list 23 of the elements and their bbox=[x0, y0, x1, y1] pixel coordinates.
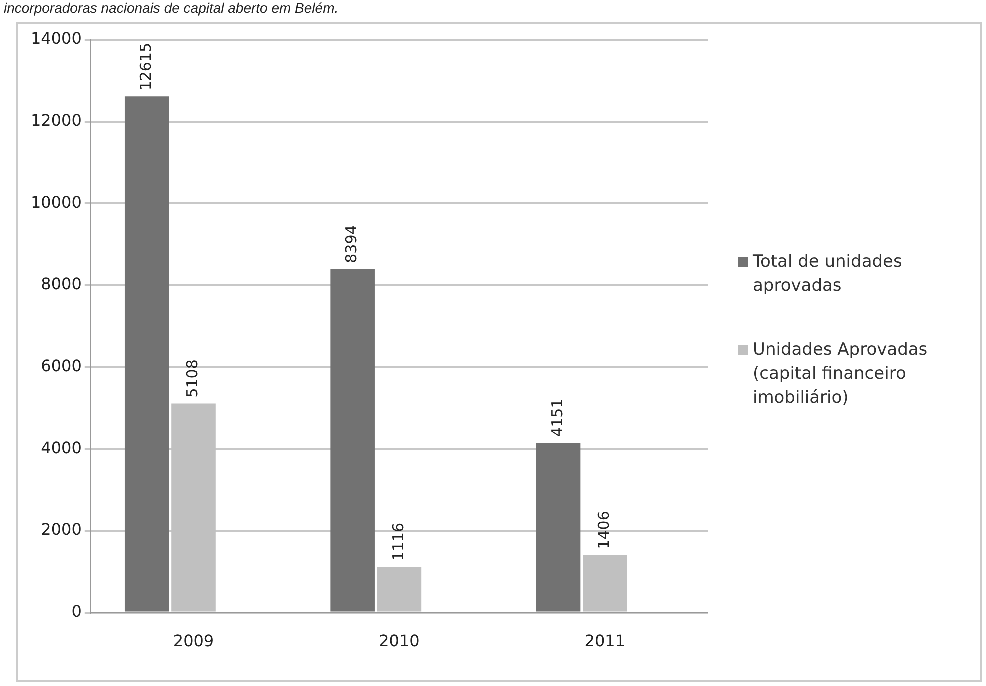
legend-label: Total de unidades aprovadas bbox=[753, 251, 904, 298]
y-tick-label: 4000 bbox=[41, 438, 82, 458]
data-label: 8394 bbox=[342, 225, 361, 264]
bar bbox=[536, 442, 581, 612]
data-label: 1406 bbox=[595, 511, 614, 550]
legend-label: Unidades Aprovadas (capital financeiro imobiliário) bbox=[753, 339, 929, 410]
bar bbox=[124, 96, 170, 612]
x-tick-label: 2010 bbox=[379, 632, 420, 651]
x-tick-label: 2011 bbox=[584, 632, 626, 651]
data-label: 5108 bbox=[184, 360, 202, 398]
x-tick-label: 2009 bbox=[173, 632, 214, 651]
y-tick-label: 10000 bbox=[30, 192, 82, 212]
data-label: 4151 bbox=[548, 398, 566, 437]
y-tick-label: 14000 bbox=[30, 29, 82, 48]
chart-title: incorporadoras nacionais de capital aberto em Belém. bbox=[4, 0, 339, 16]
y-tick-label: 8000 bbox=[41, 274, 82, 294]
data-label: 12615 bbox=[137, 42, 156, 91]
y-tick-label: 2000 bbox=[41, 520, 82, 540]
y-tick-label: 6000 bbox=[41, 356, 82, 376]
bar bbox=[330, 269, 375, 612]
y-tick-label: 12000 bbox=[30, 110, 82, 130]
data-label: 1116 bbox=[389, 522, 408, 562]
y-tick-label: 0 bbox=[72, 602, 82, 621]
